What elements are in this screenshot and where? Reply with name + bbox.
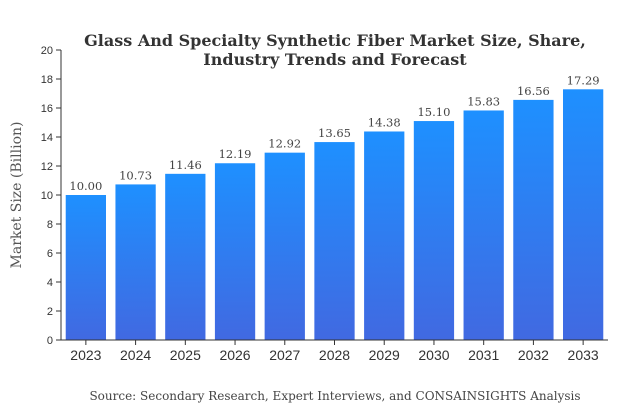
x-tick-label-2023: 2023 bbox=[70, 347, 101, 363]
data-label-2023: 10.00 bbox=[69, 179, 102, 193]
y-tick-label: 20 bbox=[41, 45, 53, 57]
data-label-2025: 11.46 bbox=[169, 158, 202, 172]
data-label-2026: 12.19 bbox=[219, 147, 252, 161]
y-tick-label: 14 bbox=[41, 132, 53, 144]
x-tick-label-2029: 2029 bbox=[369, 347, 400, 363]
y-tick-label: 10 bbox=[41, 190, 53, 202]
bar-2025 bbox=[165, 173, 206, 340]
x-tick-label-2026: 2026 bbox=[219, 347, 250, 363]
y-tick-label: 16 bbox=[41, 103, 53, 115]
bar-2029 bbox=[364, 131, 405, 340]
y-axis-label: Market Size (Billion) bbox=[9, 122, 25, 269]
source-note: Source: Secondary Research, Expert Inter… bbox=[89, 389, 580, 403]
data-label-2027: 12.92 bbox=[268, 137, 301, 151]
data-label-2030: 15.10 bbox=[417, 105, 450, 119]
data-label-2029: 14.38 bbox=[368, 115, 401, 129]
bar-2033 bbox=[563, 89, 604, 340]
data-label-2031: 15.83 bbox=[467, 94, 500, 108]
data-label-2024: 10.73 bbox=[119, 168, 152, 182]
x-axis: 2023 2024 2025 2026 2027 2028 2029 2030 2031 2032… bbox=[61, 339, 608, 363]
bar-2026 bbox=[214, 163, 256, 340]
data-label-2032: 16.56 bbox=[517, 84, 550, 98]
bar-2027 bbox=[264, 152, 305, 340]
chart-title-line-2: Industry Trends and Forecast bbox=[203, 50, 467, 69]
x-tick-label-2032: 2032 bbox=[518, 347, 549, 363]
y-tick-label: 0 bbox=[47, 335, 53, 347]
y-tick-label: 2 bbox=[47, 306, 53, 318]
y-tick-label: 12 bbox=[41, 161, 53, 173]
y-tick-label: 4 bbox=[47, 277, 53, 289]
x-tick-label-2031: 2031 bbox=[468, 347, 499, 363]
y-tick-label: 18 bbox=[41, 74, 53, 86]
y-axis: 0 2 4 6 8 10 12 14 16 18 20 bbox=[41, 45, 62, 347]
x-tick-label-2025: 2025 bbox=[170, 347, 201, 363]
bar-2024 bbox=[115, 184, 156, 340]
data-label-2033: 17.29 bbox=[567, 73, 600, 87]
x-tick-label-2030: 2030 bbox=[418, 347, 449, 363]
bar-2030 bbox=[413, 121, 455, 340]
bar-2028 bbox=[314, 142, 355, 340]
chart-title-line-1: Glass And Specialty Synthetic Fiber Mark… bbox=[84, 31, 586, 50]
bar-2031 bbox=[463, 110, 504, 340]
bar-2032 bbox=[513, 99, 554, 340]
data-label-2028: 13.65 bbox=[318, 126, 351, 140]
y-tick-label: 6 bbox=[47, 248, 53, 260]
x-tick-label-2033: 2033 bbox=[568, 347, 599, 363]
bar-2023 bbox=[65, 195, 106, 340]
x-tick-label-2024: 2024 bbox=[120, 347, 151, 363]
x-tick-label-2028: 2028 bbox=[319, 347, 350, 363]
x-tick-label-2027: 2027 bbox=[269, 347, 300, 363]
y-tick-label: 8 bbox=[47, 219, 53, 231]
bars: 10.00 10.73 11.46 12.19 12.92 13.65 14.38 15.10… bbox=[65, 73, 604, 340]
